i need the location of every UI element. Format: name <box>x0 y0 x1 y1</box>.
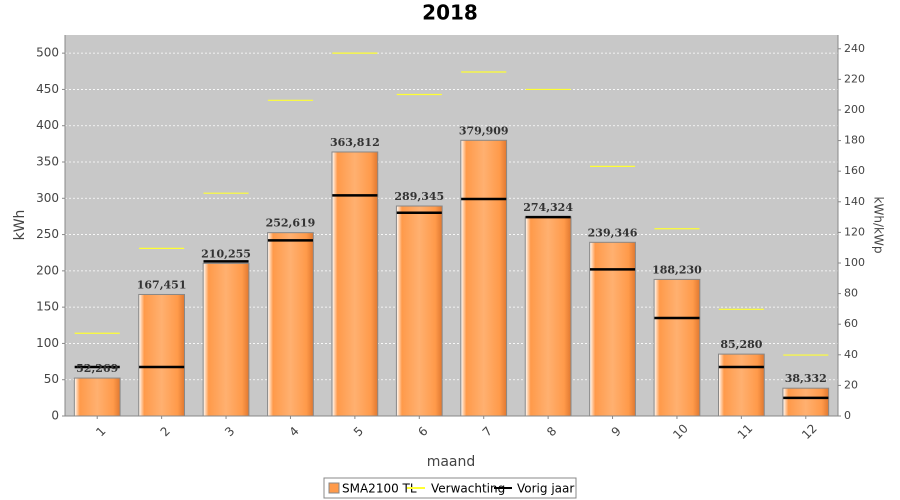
data-label: 38,332 <box>785 372 827 385</box>
chart-title: 2018 <box>422 1 478 25</box>
y2-tick-label: 140 <box>844 195 865 208</box>
data-label: 252,619 <box>266 217 316 230</box>
y2-tick-label: 120 <box>844 225 865 238</box>
y-tick-label: 200 <box>36 263 59 277</box>
y2-tick-label: 20 <box>844 378 858 391</box>
legend-label: Verwachting <box>431 482 505 496</box>
y2-tick-label: 160 <box>844 164 865 177</box>
data-label: 363,812 <box>330 136 380 149</box>
y-tick-label: 350 <box>36 155 59 169</box>
data-label: 274,324 <box>523 201 573 214</box>
y2-tick-label: 80 <box>844 287 858 300</box>
y2-tick-label: 180 <box>844 134 865 147</box>
y2-tick-label: 200 <box>844 103 865 116</box>
bar <box>524 216 572 417</box>
y-tick-label: 250 <box>36 227 59 241</box>
bar <box>73 377 121 417</box>
data-label: 52,269 <box>76 362 118 375</box>
y-axis-label: kWh <box>12 210 28 241</box>
legend-label: SMA2100 TL <box>342 482 417 496</box>
y-tick-label: 50 <box>44 372 59 386</box>
plot-area <box>65 35 838 416</box>
data-label: 289,345 <box>394 190 444 203</box>
y2-tick-label: 100 <box>844 256 865 269</box>
y2-tick-label: 220 <box>844 72 865 85</box>
y2-tick-label: 0 <box>844 409 851 422</box>
y-tick-label: 450 <box>36 82 59 96</box>
data-label: 85,280 <box>720 338 762 351</box>
x-axis-label: maand <box>427 454 476 470</box>
y-tick-label: 300 <box>36 191 59 205</box>
bar <box>395 205 443 417</box>
y2-tick-label: 240 <box>844 42 865 55</box>
y-tick-label: 150 <box>36 300 59 314</box>
y-tick-label: 100 <box>36 336 59 350</box>
data-label: 239,346 <box>588 226 638 239</box>
legend-swatch <box>328 482 340 494</box>
bar <box>202 262 250 417</box>
y-tick-label: 500 <box>36 46 59 60</box>
y2-tick-label: 60 <box>844 317 858 330</box>
data-label: 188,230 <box>652 263 702 276</box>
bar <box>589 241 636 417</box>
y-tick-label: 0 <box>51 409 59 423</box>
bar <box>331 151 379 417</box>
bar <box>782 387 830 417</box>
bar <box>718 353 765 417</box>
y2-tick-label: 40 <box>844 348 858 361</box>
bar <box>138 293 185 417</box>
data-label: 167,451 <box>137 278 187 291</box>
data-label: 210,255 <box>201 247 251 260</box>
legend-label: Vorig jaar <box>517 482 574 496</box>
bar <box>267 232 314 417</box>
bar <box>653 278 701 417</box>
legend-box <box>323 477 577 499</box>
bar <box>460 139 508 417</box>
data-label: 379,909 <box>459 124 509 137</box>
y-tick-label: 400 <box>36 118 59 132</box>
y2-axis-label: kWh/kWp <box>872 197 886 254</box>
